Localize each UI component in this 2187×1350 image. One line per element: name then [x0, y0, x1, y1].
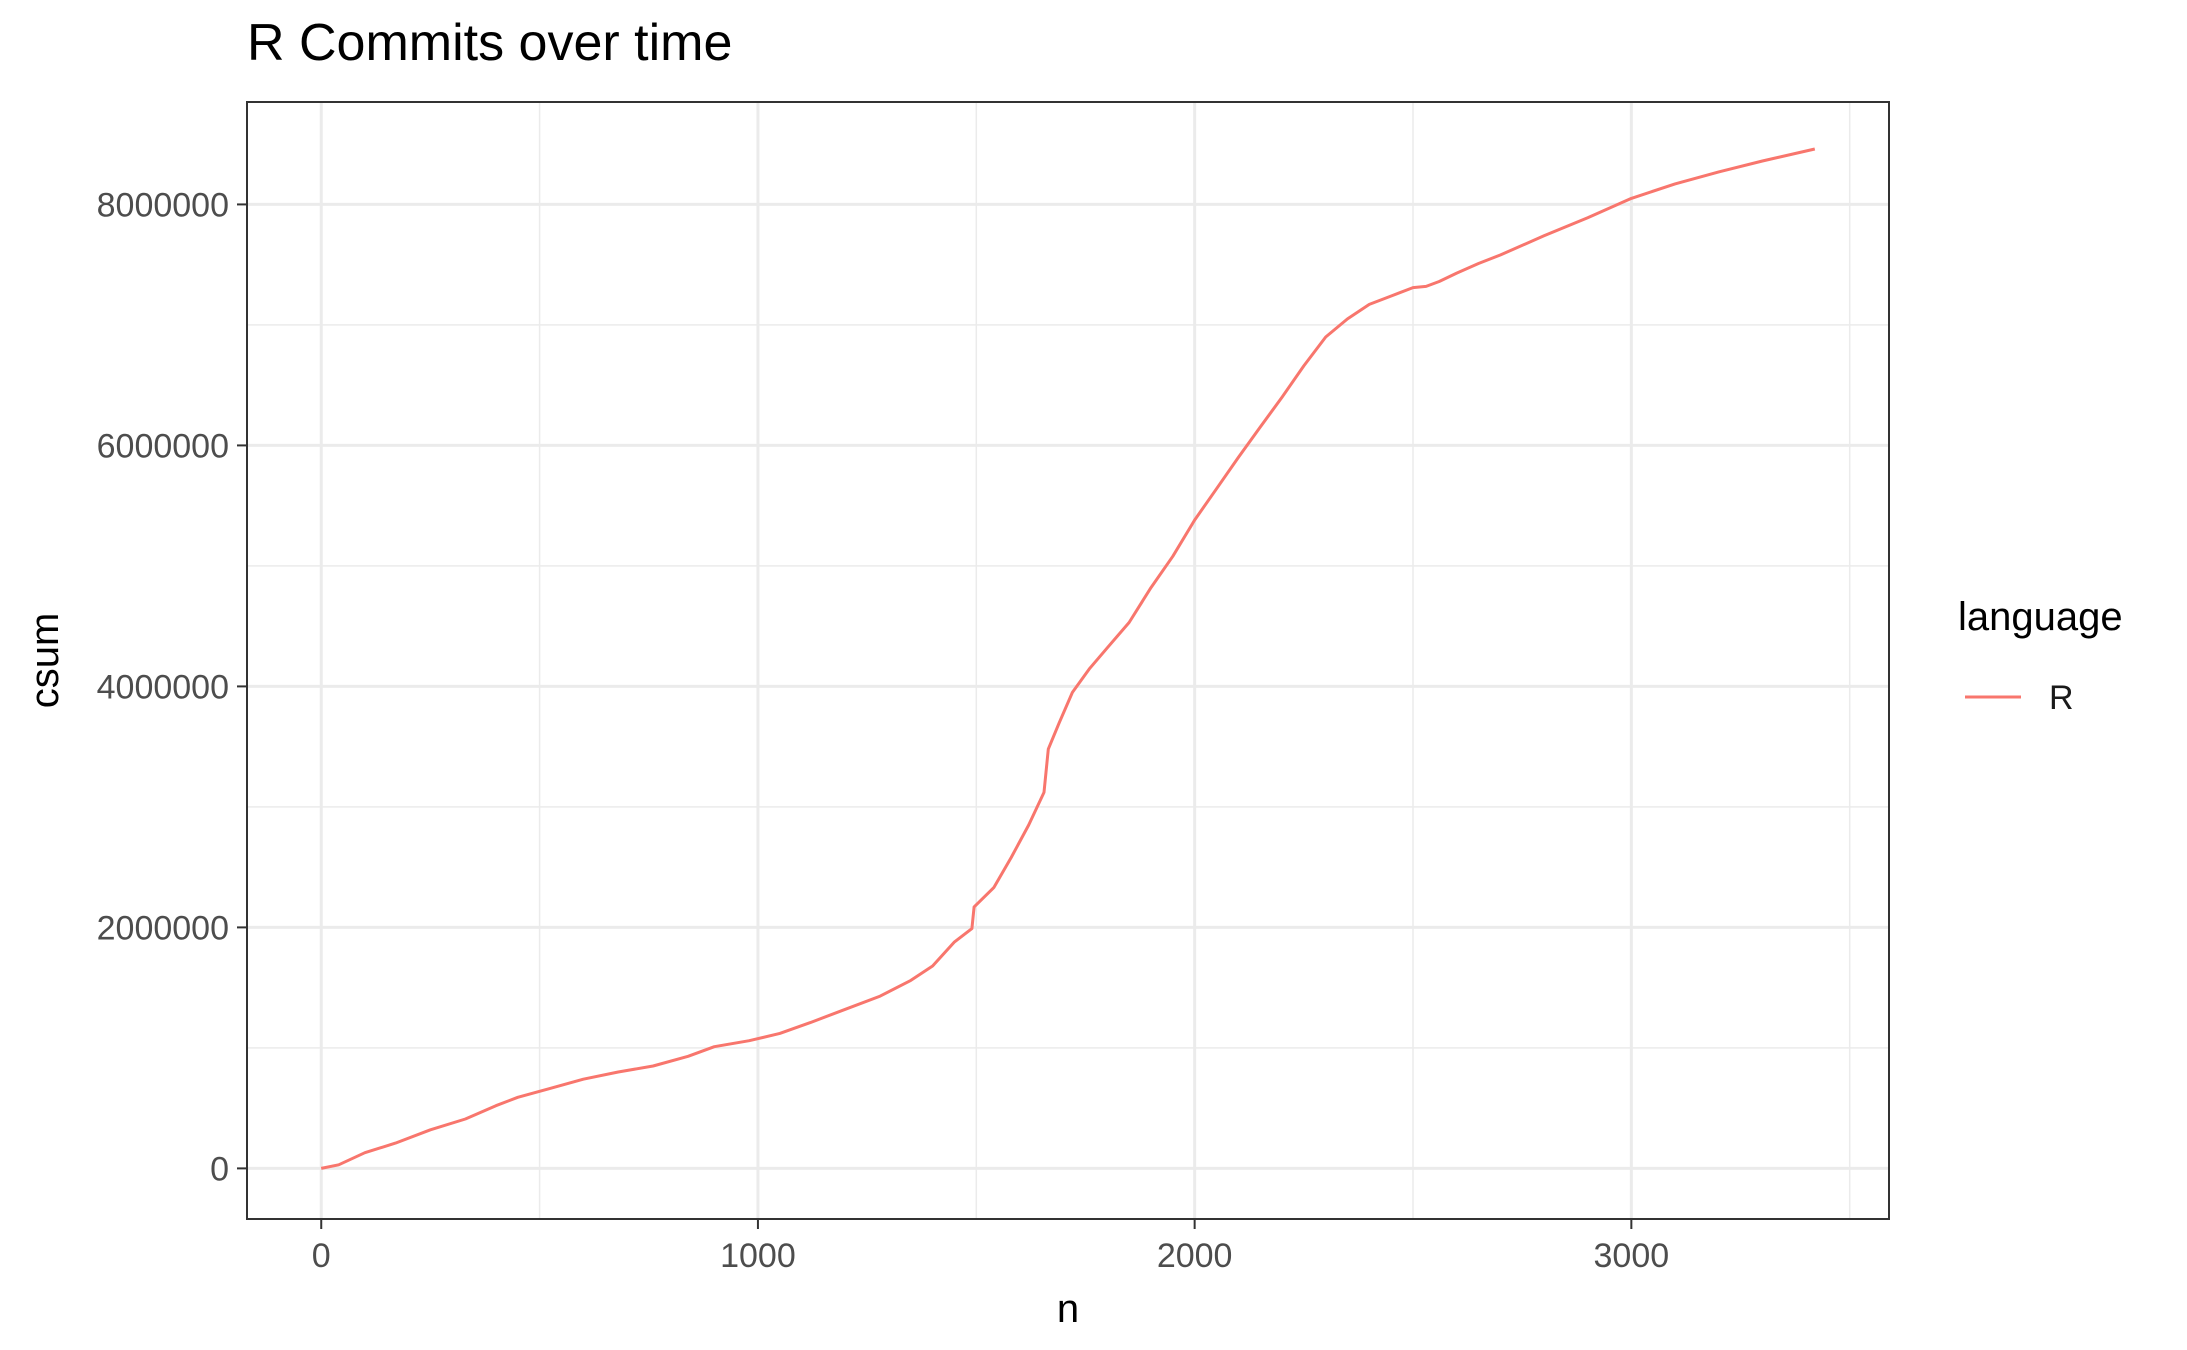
y-tick-label: 6000000	[97, 427, 229, 465]
plot-panel-border	[246, 101, 1890, 1220]
y-tick-label: 4000000	[97, 668, 229, 706]
series-line-R	[320, 147, 1816, 1170]
series-layer	[320, 147, 1816, 1170]
y-axis-title: csum	[23, 613, 67, 709]
x-tick-label: 2000	[1157, 1237, 1233, 1275]
plot-background-rect	[247, 102, 1889, 1219]
x-axis-tick-labels: 0 1000 2000 3000	[312, 1237, 1669, 1275]
y-tick-label: 2000000	[97, 909, 229, 947]
x-axis-ticks	[320, 1219, 1633, 1229]
y-axis-tick-labels: 0 2000000 4000000 6000000 8000000	[97, 186, 229, 1188]
legend-label-R: R	[2049, 679, 2074, 717]
plot-background	[247, 102, 1889, 1219]
legend-entries: R	[1965, 679, 2074, 717]
major-gridlines	[247, 102, 1889, 1219]
y-tick-label: 8000000	[97, 186, 229, 224]
x-axis-title: n	[1057, 1287, 1079, 1331]
x-tick-label: 1000	[720, 1237, 796, 1275]
chart-title: R Commits over time	[247, 14, 732, 72]
y-axis-ticks	[237, 203, 247, 1170]
legend-title: language	[1958, 595, 2123, 639]
y-tick-label: 0	[210, 1150, 229, 1188]
legend: language R	[1958, 595, 2123, 717]
x-tick-label: 0	[312, 1237, 331, 1275]
x-tick-label: 3000	[1594, 1237, 1670, 1275]
